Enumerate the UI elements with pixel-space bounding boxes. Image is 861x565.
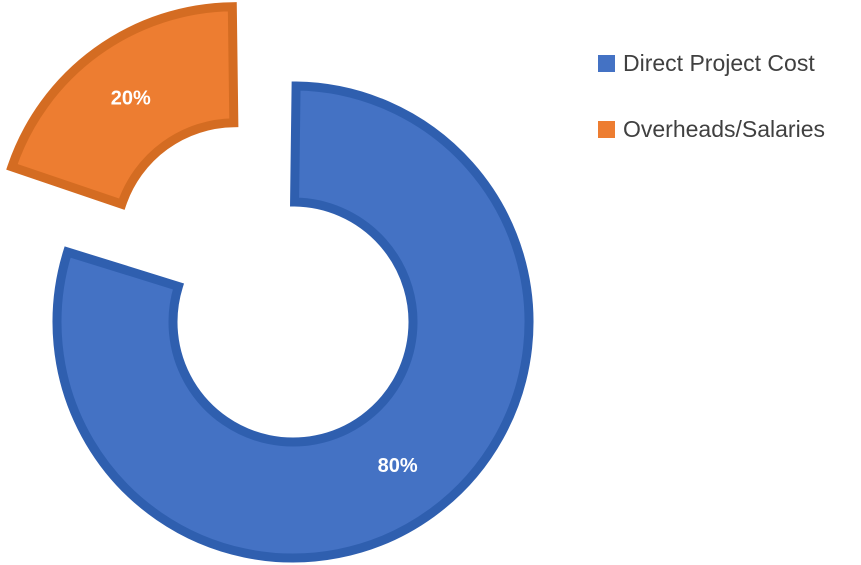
legend-swatch-overheads-salaries <box>598 120 615 138</box>
slice-overheads-salaries <box>6 2 239 210</box>
chart-slices <box>6 2 534 563</box>
slice-direct-project-cost <box>52 81 534 563</box>
data-label-direct-project-cost: 80% <box>378 455 418 477</box>
chart-legend: Direct Project Cost Overheads/Salaries <box>598 48 825 180</box>
legend-item-direct-project-cost: Direct Project Cost <box>598 48 825 78</box>
chart-data-labels: 80% 20% <box>111 88 418 477</box>
legend-swatch-direct-project-cost <box>598 54 615 72</box>
data-label-overheads-salaries: 20% <box>111 88 151 110</box>
legend-label-direct-project-cost: Direct Project Cost <box>623 49 815 76</box>
legend-item-overheads-salaries: Overheads/Salaries <box>598 114 825 144</box>
legend-label-overheads-salaries: Overheads/Salaries <box>623 115 825 142</box>
